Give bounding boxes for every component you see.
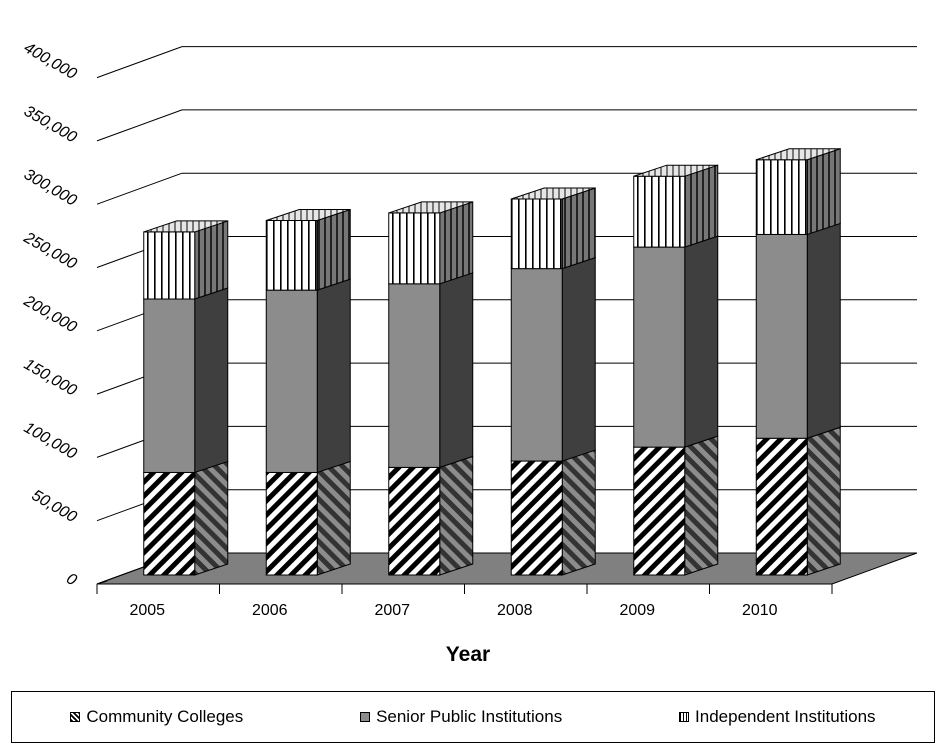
x-tick-label: 2008: [497, 602, 533, 619]
bars: [143, 148, 841, 576]
bar-segment: [510, 268, 563, 462]
bar-segment: [265, 220, 318, 291]
bar-side: [561, 449, 596, 576]
x-tick-label: 2010: [742, 602, 778, 619]
bar-segment: [388, 212, 441, 285]
bar-side: [194, 460, 229, 576]
bar-side: [561, 256, 596, 462]
bar-side: [684, 164, 719, 248]
bar-segment: [755, 233, 808, 439]
bar-top: [388, 201, 473, 214]
diagonal-hatch-swatch-icon: [70, 712, 81, 722]
x-tick-label: 2006: [252, 602, 288, 619]
gridline-side: [96, 172, 183, 205]
bar-stack-2010: [755, 148, 841, 576]
y-tick-labels: 0 50,000 100,000 150,000 200,000 250,000 300,0…: [20, 39, 80, 589]
y-tick-label: 50,000: [29, 487, 80, 526]
y-tick-label: 250,000: [20, 229, 80, 273]
bar-segment: [510, 198, 563, 270]
bar-top: [756, 148, 841, 161]
bar-side: [194, 287, 229, 474]
bar-stack-2006: [265, 208, 351, 576]
bar-top: [143, 220, 228, 233]
bar-side: [806, 222, 841, 439]
bar-segment: [633, 446, 686, 576]
x-tick-label: 2007: [374, 602, 410, 619]
bar-side: [316, 278, 351, 474]
vertical-lines-swatch-icon: [679, 712, 690, 722]
bar-segment: [388, 283, 441, 468]
bar-side: [806, 426, 841, 576]
bar-segment: [510, 460, 563, 576]
y-tick-label: 100,000: [21, 419, 80, 463]
bar-stack-2005: [143, 220, 229, 576]
bar-top: [511, 187, 596, 200]
y-tick-label: 400,000: [21, 39, 80, 83]
enrollment-chart: 0 50,000 100,000 150,000 200,000 250,000 300,0…: [20, 39, 918, 666]
bar-stack-2009: [633, 164, 719, 576]
bar-side: [316, 460, 351, 576]
bar-side: [316, 208, 351, 291]
legend-label: Senior Public Institutions: [376, 707, 563, 726]
bar-stack-2008: [510, 187, 596, 576]
bar-segment: [755, 437, 808, 576]
bar-side: [439, 455, 474, 576]
bar-side: [194, 220, 229, 300]
bar-segment: [143, 298, 196, 473]
bar-side: [684, 235, 719, 448]
gray-swatch-icon: [360, 712, 371, 722]
bar-segment: [265, 289, 318, 473]
bar-side: [684, 435, 719, 576]
bar-segment: [633, 246, 686, 448]
x-axis-label: Year: [446, 643, 490, 666]
x-tick-label: 2005: [129, 602, 165, 619]
gridline-side: [96, 109, 183, 142]
bar-top: [633, 164, 718, 177]
bar-segment: [265, 471, 318, 576]
y-tick-label: 350,000: [21, 103, 80, 147]
bar-side: [561, 187, 596, 270]
bar-segment: [143, 471, 196, 576]
gridline-side: [96, 46, 183, 79]
x-tick-label: 2009: [619, 602, 655, 619]
bar-side: [439, 201, 474, 285]
bar-top: [266, 209, 351, 222]
y-tick-label: 150,000: [21, 356, 80, 400]
bar-side: [806, 148, 841, 236]
bar-segment: [755, 159, 808, 235]
legend: Community Colleges Senior Public Institu…: [11, 691, 935, 743]
y-tick-label: 0: [63, 570, 79, 589]
bar-side: [439, 272, 474, 469]
x-tick-labels: 2005 2006 2007 2008 2009 2010: [129, 602, 777, 619]
bar-segment: [143, 231, 196, 300]
bar-segment: [633, 175, 686, 248]
legend-label: Independent Institutions: [695, 707, 876, 726]
legend-item-community-colleges: Community Colleges: [70, 707, 243, 727]
legend-item-senior-public: Senior Public Institutions: [360, 707, 562, 727]
bar-segment: [388, 466, 441, 576]
legend-label: Community Colleges: [86, 707, 244, 726]
y-tick-label: 300,000: [21, 166, 80, 210]
bar-stack-2007: [388, 201, 474, 576]
legend-item-independent: Independent Institutions: [679, 707, 876, 727]
y-tick-label: 200,000: [20, 292, 80, 336]
